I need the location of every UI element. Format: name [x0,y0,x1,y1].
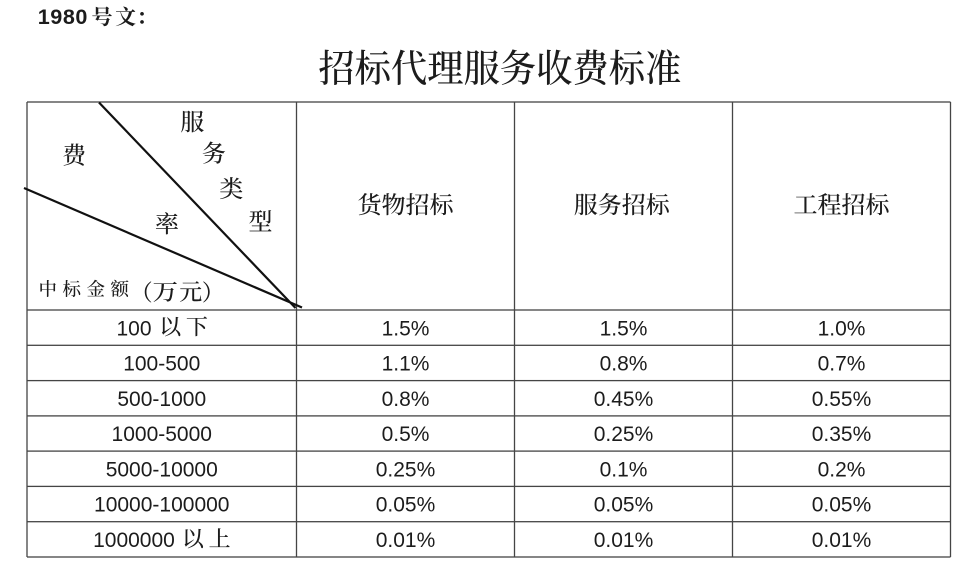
svg-text:0.5%: 0.5% [382,423,430,446]
svg-text:0.01%: 0.01% [812,529,872,552]
svg-text:1.5%: 1.5% [600,317,648,340]
svg-text:1980: 1980 [38,4,88,29]
svg-text:1.5%: 1.5% [382,317,430,340]
svg-text:5000-10000: 5000-10000 [106,458,218,481]
svg-text:0.25%: 0.25% [376,458,436,481]
svg-text:0.8%: 0.8% [382,388,430,411]
svg-text:0.25%: 0.25% [594,423,654,446]
svg-text:0.2%: 0.2% [818,458,866,481]
svg-text:0.45%: 0.45% [594,388,654,411]
svg-text:0.05%: 0.05% [594,494,654,517]
svg-text:0.8%: 0.8% [600,353,648,376]
svg-text:0.05%: 0.05% [812,494,872,517]
svg-text:0.01%: 0.01% [594,529,654,552]
svg-text:0.01%: 0.01% [376,529,436,552]
svg-text:0.35%: 0.35% [812,423,872,446]
svg-text:0.7%: 0.7% [818,353,866,376]
svg-text:1000000: 1000000 [93,529,175,552]
svg-text:500-1000: 500-1000 [117,388,206,411]
svg-text:1.1%: 1.1% [382,353,430,376]
svg-text:1.0%: 1.0% [818,317,866,340]
svg-text:0.05%: 0.05% [376,494,436,517]
svg-text:0.1%: 0.1% [600,458,648,481]
svg-text:100: 100 [117,317,152,340]
svg-text:1000-5000: 1000-5000 [112,423,212,446]
svg-text:10000-100000: 10000-100000 [94,494,229,517]
svg-text:0.55%: 0.55% [812,388,872,411]
svg-text:100-500: 100-500 [123,353,200,376]
